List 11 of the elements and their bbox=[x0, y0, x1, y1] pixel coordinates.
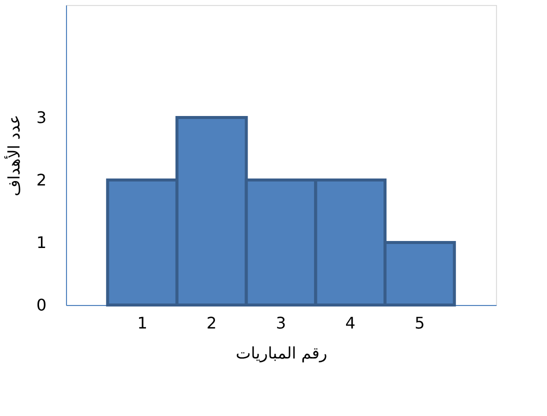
x-tick-label: 2 bbox=[206, 314, 217, 332]
x-tick-label: 1 bbox=[137, 314, 148, 332]
x-tick-label: 5 bbox=[414, 314, 425, 332]
y-tick-label: 2 bbox=[36, 170, 46, 190]
x-tick-label: 4 bbox=[345, 314, 356, 332]
y-tick-label: 3 bbox=[36, 108, 46, 127]
y-tick-label: 0 bbox=[36, 296, 46, 314]
y-tick-label: 1 bbox=[36, 233, 46, 252]
x-tick-label: 3 bbox=[276, 314, 286, 332]
y-axis-title: عدد الأهداف bbox=[3, 114, 24, 196]
x-axis-title: رقم المباريات bbox=[236, 344, 328, 362]
